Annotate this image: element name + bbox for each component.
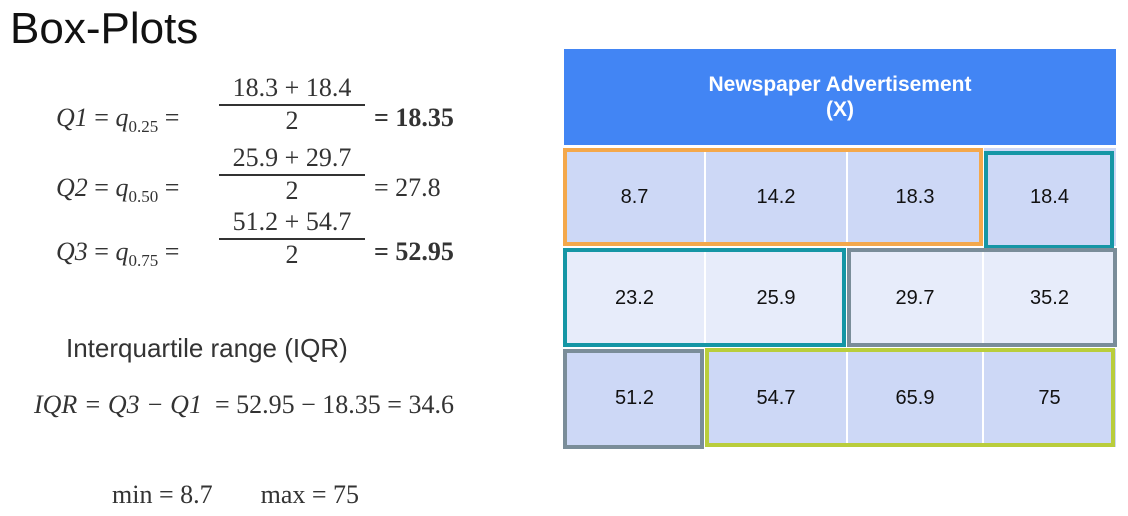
table-cell-r2c3: 29.7 bbox=[847, 249, 983, 347]
iqr-lhs: IQR = Q3 − Q1 bbox=[34, 390, 202, 419]
group-outline-fourth-quarter bbox=[705, 348, 1115, 447]
table-cell-r1c2: 14.2 bbox=[705, 148, 847, 246]
q2-q: q bbox=[115, 173, 129, 202]
q1-q: q bbox=[115, 103, 129, 132]
table-cell-r3c4: 75 bbox=[983, 349, 1116, 447]
q3-sub: 0.75 bbox=[128, 251, 159, 271]
min-value: min = 8.7 bbox=[112, 480, 213, 509]
table-header-title: Newspaper Advertisement bbox=[708, 73, 972, 96]
group-outline-second-quarter-a bbox=[984, 151, 1114, 249]
grid-separator bbox=[982, 148, 984, 447]
table-cell-r3c3: 65.9 bbox=[847, 349, 983, 447]
q3-denominator: 2 bbox=[285, 240, 299, 269]
max-value: max = 75 bbox=[260, 480, 360, 509]
iqr-rhs: = 52.95 − 18.35 = 34.6 bbox=[214, 390, 454, 419]
q3-fraction-bar bbox=[219, 238, 365, 240]
group-outline-first-quarter bbox=[563, 148, 983, 246]
q1-name: Q1 bbox=[56, 103, 88, 132]
table-cell-r1c3: 18.3 bbox=[847, 148, 983, 246]
table-cell-r2c4: 35.2 bbox=[983, 249, 1116, 347]
q3-q: q bbox=[115, 237, 129, 266]
grid-separator bbox=[564, 346, 1116, 349]
page-title: Box-Plots bbox=[10, 4, 199, 53]
group-outline-third-quarter-a bbox=[847, 248, 1117, 347]
table-cell-r3c2: 54.7 bbox=[705, 349, 847, 447]
group-outline-second-quarter-b bbox=[563, 248, 846, 347]
iqr-equation: IQR = Q3 − Q1 = 52.95 − 18.35 = 34.6 bbox=[34, 390, 454, 420]
grid-separator bbox=[704, 148, 706, 447]
min-max: min = 8.7 max = 75 bbox=[112, 480, 359, 510]
table-header-variable: (X) bbox=[826, 98, 854, 121]
iqr-label: Interquartile range (IQR) bbox=[66, 333, 348, 363]
q3-fraction: 51.2 + 54.7 2 bbox=[219, 207, 365, 269]
q2-name: Q2 bbox=[56, 173, 88, 202]
q2-denominator: 2 bbox=[285, 176, 299, 205]
q2-fraction: 25.9 + 29.7 2 bbox=[219, 143, 365, 205]
q1-denominator: 2 bbox=[285, 106, 299, 135]
q2-lhs: Q2 = q0.50 = bbox=[56, 173, 180, 207]
q3-lhs: Q3 = q0.75 = bbox=[56, 237, 180, 271]
q3-result: = 52.95 bbox=[374, 237, 454, 266]
q1-fraction-bar bbox=[219, 104, 365, 106]
table-cell-r3c1: 51.2 bbox=[564, 349, 705, 447]
table-cell-r2c1: 23.2 bbox=[564, 249, 705, 347]
q1-sub: 0.25 bbox=[128, 117, 159, 137]
table-header: Newspaper Advertisement (X) bbox=[564, 49, 1116, 145]
q3-name: Q3 bbox=[56, 237, 88, 266]
table-cell-r1c1: 8.7 bbox=[564, 148, 705, 246]
q3-numerator: 51.2 + 54.7 bbox=[232, 207, 352, 236]
grid-separator bbox=[564, 246, 1116, 249]
q2-numerator: 25.9 + 29.7 bbox=[232, 143, 352, 172]
q2-result: = 27.8 bbox=[374, 173, 441, 202]
q1-result: = 18.35 bbox=[374, 103, 454, 132]
group-outline-third-quarter-b bbox=[563, 349, 704, 449]
q2-sub: 0.50 bbox=[128, 187, 159, 207]
table-cell-r1c4: 18.4 bbox=[983, 148, 1116, 246]
q1-lhs: Q1 = q0.25 = bbox=[56, 103, 180, 137]
q1-fraction: 18.3 + 18.4 2 bbox=[219, 73, 365, 135]
table-cell-r2c2: 25.9 bbox=[705, 249, 847, 347]
q2-fraction-bar bbox=[219, 174, 365, 176]
q1-numerator: 18.3 + 18.4 bbox=[232, 73, 352, 102]
